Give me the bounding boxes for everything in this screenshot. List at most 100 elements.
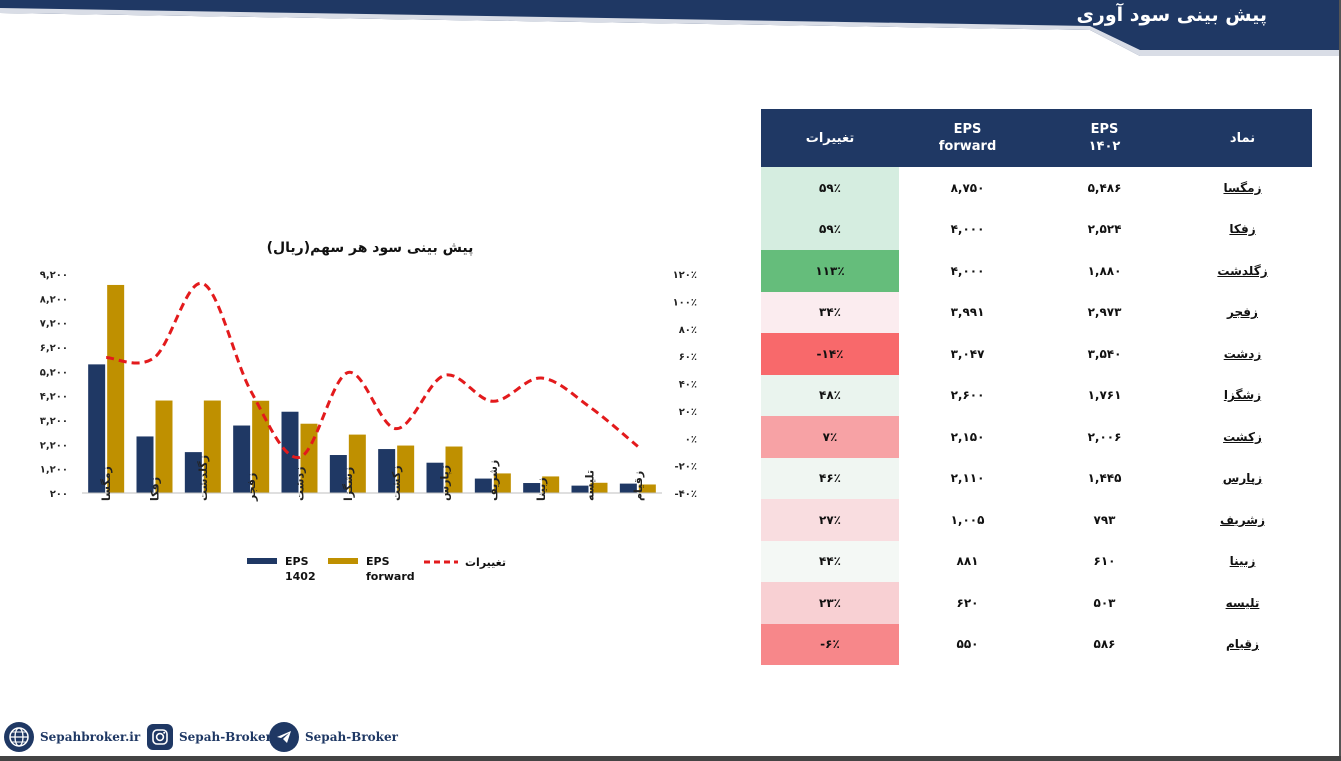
cell-eps-1402: ۵,۴۸۶ xyxy=(1087,180,1122,195)
y-tick-label: ۴,۲۰۰ xyxy=(40,392,68,403)
cell-eps-forward: ۱,۰۰۵ xyxy=(950,512,985,527)
x-tick-label: زفجر xyxy=(245,473,258,502)
footer-telegram[interactable]: Sepah-Broker xyxy=(269,722,398,752)
bar-eps1402 xyxy=(88,364,106,493)
cell-eps-1402: ۲,۵۲۴ xyxy=(1087,222,1122,237)
table-row: -۱۴٪ ۳,۰۴۷ ۳,۵۴۰ زدشت xyxy=(761,333,1312,375)
telegram-icon xyxy=(269,722,299,752)
header-symbol: نماد xyxy=(1173,109,1312,167)
cell-eps-1402: ۶۱۰ xyxy=(1093,554,1116,569)
x-tick-label: زشریف xyxy=(487,460,500,501)
table-row: ۴۴٪ ۸۸۱ ۶۱۰ زبینا xyxy=(761,540,1312,582)
cell-eps-forward: ۲,۶۰۰ xyxy=(950,388,985,403)
legend-label-forward-1: EPS xyxy=(366,555,390,568)
table-row: ۷٪ ۲,۱۵۰ ۲,۰۰۶ زکشت xyxy=(761,416,1312,458)
table-row: ۴۸٪ ۲,۶۰۰ ۱,۷۶۱ زشگزا xyxy=(761,374,1312,416)
cell-symbol: زگلدشت xyxy=(1217,263,1268,278)
cell-eps-1402: ۱,۸۸۰ xyxy=(1087,263,1122,278)
cell-eps-forward: ۵۵۰ xyxy=(956,637,979,652)
bar-eps1402 xyxy=(184,452,202,493)
cell-eps-forward: ۳,۹۹۱ xyxy=(950,305,985,320)
bar-eps-forward xyxy=(203,400,221,493)
cell-eps-forward: ۴,۰۰۰ xyxy=(950,222,985,237)
bar-eps1402 xyxy=(571,485,589,493)
x-tick-label: زفکا xyxy=(149,477,162,501)
x-tick-label: زشگزا xyxy=(342,467,355,501)
bar-eps1402 xyxy=(281,411,299,493)
y2-tick-label: ۸۰٪ xyxy=(679,325,697,336)
legend-swatch-eps1402 xyxy=(247,558,277,564)
x-tick-label: زپارس xyxy=(439,465,452,501)
header-change: تغییرات xyxy=(761,109,899,167)
cell-symbol: زپارس xyxy=(1222,471,1263,486)
cell-change: ۴۴٪ xyxy=(761,540,899,582)
header-eps-1402: EPS ۱۴۰۲ xyxy=(1036,109,1173,167)
footer-website-text: Sepahbroker.ir xyxy=(40,730,141,744)
cell-symbol: زقیام xyxy=(1226,637,1259,652)
cell-eps-1402: ۵۰۳ xyxy=(1093,595,1116,610)
cell-symbol: زشریف xyxy=(1220,512,1265,527)
y2-tick-label: ۴۰٪ xyxy=(679,380,697,391)
cell-eps-forward: ۸,۷۵۰ xyxy=(950,180,985,195)
bar-eps1402 xyxy=(619,483,637,493)
cell-change: ۲۳٪ xyxy=(761,582,899,624)
table-row: ۲۷٪ ۱,۰۰۵ ۷۹۳ زشریف xyxy=(761,499,1312,541)
y2-tick-label: ۱۰۰٪ xyxy=(673,297,697,308)
cell-change: ۴۸٪ xyxy=(761,374,899,416)
table-row: ۵۹٪ ۸,۷۵۰ ۵,۴۸۶ زمگسا xyxy=(761,167,1312,209)
footer-website[interactable]: Sepahbroker.ir xyxy=(4,722,140,752)
x-tick-label: زگلدشت xyxy=(197,455,210,501)
y2-tick-label: -۴۰٪ xyxy=(675,489,697,500)
table-header-row: تغییرات EPS forward EPS ۱۴۰۲ نماد xyxy=(761,109,1312,167)
cell-eps-1402: ۱,۷۶۱ xyxy=(1087,388,1122,403)
x-tick-label: زدشت xyxy=(294,467,307,501)
cell-symbol: زبینا xyxy=(1229,554,1256,569)
cell-eps-1402: ۷۹۳ xyxy=(1093,512,1116,527)
table-row: ۴۶٪ ۲,۱۱۰ ۱,۴۴۵ زپارس xyxy=(761,457,1312,499)
cell-eps-forward: ۴,۰۰۰ xyxy=(950,263,985,278)
globe-icon xyxy=(4,722,34,752)
cell-change: ۷٪ xyxy=(761,416,899,458)
bar-eps1402 xyxy=(474,478,492,493)
cell-change: ۵۹٪ xyxy=(761,167,899,209)
bar-eps-forward xyxy=(252,400,270,493)
footer-instagram-text: Sepah-Broker xyxy=(179,730,272,744)
bar-eps1402 xyxy=(523,483,541,493)
legend-swatch-forward xyxy=(328,558,358,564)
chart-title: پیش بینی سود هر سهم(ریال) xyxy=(267,240,474,256)
y-tick-label: ۷,۲۰۰ xyxy=(40,319,68,330)
instagram-icon xyxy=(147,724,173,750)
y-tick-label: ۲,۲۰۰ xyxy=(40,440,68,451)
y-axis-right: ۱۲۰٪ ۱۰۰٪ ۸۰٪ ۶۰٪ ۴۰٪ ۲۰٪ ۰٪ -۲۰٪ -۴۰٪ xyxy=(673,270,697,500)
cell-eps-1402: ۵۸۶ xyxy=(1093,637,1116,652)
cell-change: ۵۹٪ xyxy=(761,208,899,250)
bar-eps-forward xyxy=(542,476,560,493)
legend-label-change: تغییرات xyxy=(465,556,506,569)
y-tick-label: ۵,۲۰۰ xyxy=(40,367,68,378)
bottom-border xyxy=(0,756,1341,761)
cell-change: ۲۷٪ xyxy=(761,499,899,541)
x-tick-label: زبینا xyxy=(535,477,548,501)
bar-eps1402 xyxy=(136,436,154,493)
cell-eps-1402: ۲,۰۰۶ xyxy=(1087,429,1122,444)
cell-eps-forward: ۸۸۱ xyxy=(956,554,979,569)
y-tick-label: ۳,۲۰۰ xyxy=(40,416,68,427)
cell-change: -۶٪ xyxy=(761,623,899,665)
cell-symbol: زفجر xyxy=(1227,305,1258,320)
bar-eps1402 xyxy=(426,462,444,493)
cell-change: ۳۴٪ xyxy=(761,291,899,333)
footer-instagram[interactable]: Sepah-Broker xyxy=(147,722,272,752)
y2-tick-label: ۱۲۰٪ xyxy=(673,270,697,281)
y-tick-label: ۸,۲۰۰ xyxy=(40,294,68,305)
table-body: ۵۹٪ ۸,۷۵۰ ۵,۴۸۶ زمگسا ۵۹٪ ۴,۰۰۰ ۲,۵۲۴ زفکا ۱۱۳٪ ۴… xyxy=(761,167,1312,665)
y-tick-label: ۲۰۰ xyxy=(50,489,68,500)
page-title: پیش بینی سود آوری xyxy=(1076,4,1267,26)
y2-tick-label: -۲۰٪ xyxy=(675,462,697,473)
legend-label-eps1402-1: EPS xyxy=(285,555,309,568)
legend-label-eps1402-2: 1402 xyxy=(285,570,316,583)
cell-eps-forward: ۲,۱۱۰ xyxy=(950,471,985,486)
cell-symbol: زدشت xyxy=(1223,346,1262,361)
chart-legend: EPS 1402 EPS forward تغییرات xyxy=(247,555,506,583)
cell-change: ۴۶٪ xyxy=(761,457,899,499)
cell-eps-forward: ۲,۱۵۰ xyxy=(950,429,985,444)
